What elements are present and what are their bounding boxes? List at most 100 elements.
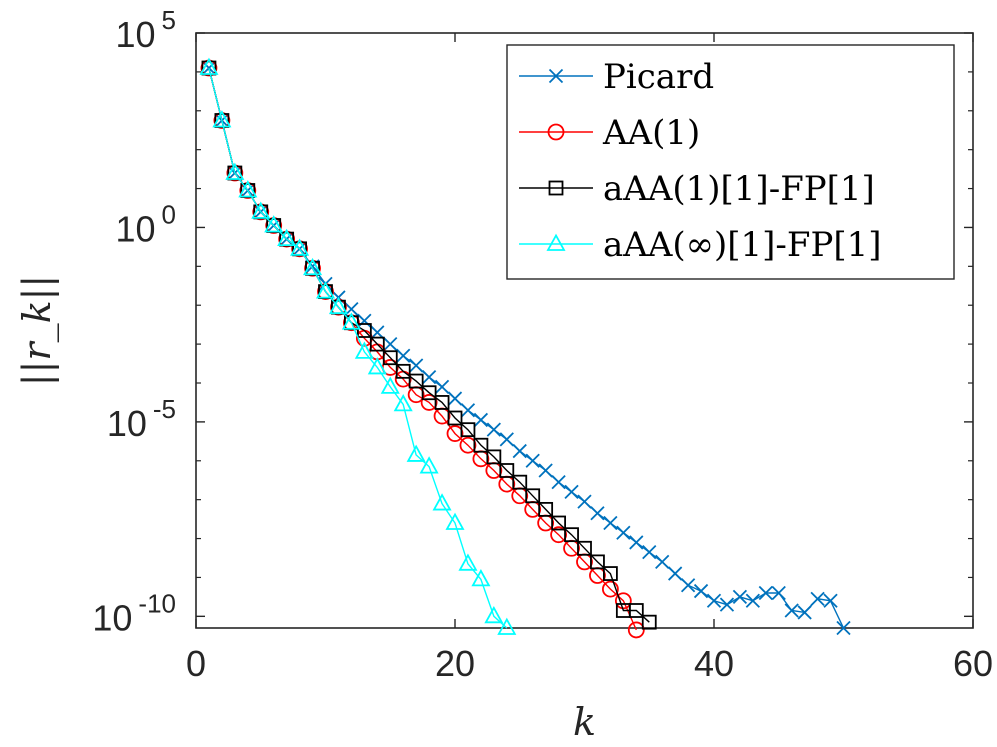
data-point	[745, 593, 760, 608]
data-point	[225, 162, 245, 180]
data-point	[434, 395, 450, 410]
data-point	[473, 412, 489, 428]
data-point	[383, 336, 398, 352]
data-point	[603, 566, 618, 581]
legend-box	[506, 44, 955, 280]
data-point	[602, 580, 619, 598]
y-tick-label: 10 0	[115, 199, 176, 249]
data-point	[277, 228, 297, 247]
y-tick-label: 10 -5	[107, 394, 176, 444]
data-point	[458, 553, 478, 571]
axis-ticks	[195, 32, 974, 628]
legend-label: aAA(∞)[1]-FP[1]	[603, 225, 882, 265]
data-point	[369, 336, 385, 352]
data-point	[538, 463, 553, 478]
data-point	[486, 422, 501, 437]
data-point	[396, 348, 411, 363]
data-point	[680, 578, 696, 593]
data-point	[486, 449, 502, 465]
data-point	[367, 357, 387, 375]
data-point	[382, 350, 398, 366]
legend-marker	[548, 180, 564, 196]
series-3	[199, 57, 517, 635]
data-point	[512, 443, 527, 459]
legend-label: Picard	[603, 57, 714, 97]
data-point	[484, 605, 504, 624]
series-layer	[199, 57, 851, 639]
data-point	[836, 620, 851, 636]
data-point	[238, 180, 258, 198]
data-point	[590, 506, 605, 521]
data-point	[447, 410, 463, 426]
legend-label: AA(1)	[602, 113, 700, 153]
data-point	[460, 422, 476, 438]
legend: Picard AA(1) aAA(1)[1]-FP[1] aAA(∞)[1]-FP[1…	[506, 44, 955, 280]
y-tick-label: 10 5	[115, 5, 176, 55]
data-point	[628, 603, 644, 618]
data-point	[434, 379, 450, 395]
data-point	[550, 526, 567, 544]
data-point	[395, 363, 411, 379]
data-point	[421, 385, 437, 401]
data-point	[719, 597, 735, 612]
data-point	[538, 501, 554, 517]
data-point	[525, 488, 541, 504]
data-point	[499, 463, 515, 478]
series-2	[201, 60, 657, 630]
data-point	[497, 617, 517, 635]
data-point	[393, 394, 413, 412]
x-axis-label: k	[573, 700, 596, 744]
legend-marker	[546, 233, 566, 251]
data-point	[797, 605, 812, 620]
data-point	[627, 621, 645, 639]
data-point	[577, 494, 592, 509]
data-point	[564, 484, 579, 500]
data-point	[499, 432, 514, 447]
data-point	[421, 370, 437, 385]
data-point	[420, 394, 438, 411]
x-tick-label: 60	[953, 643, 993, 684]
data-point	[447, 391, 463, 406]
data-point	[629, 535, 644, 550]
data-point	[445, 512, 465, 530]
data-point	[732, 589, 748, 605]
series-0	[201, 60, 851, 636]
data-point	[641, 614, 657, 630]
data-point	[655, 554, 670, 570]
data-point	[810, 591, 825, 606]
data-point	[473, 437, 489, 453]
data-point	[303, 257, 323, 276]
data-point	[408, 373, 424, 389]
data-point	[471, 569, 491, 587]
y-tick-label: 10 -10	[92, 588, 176, 638]
data-point	[642, 545, 657, 560]
data-point	[564, 527, 579, 543]
x-tick-label: 0	[186, 643, 206, 684]
legend-marker	[548, 68, 564, 84]
legend-entry: AA(1)	[519, 113, 700, 153]
data-point	[577, 540, 592, 556]
data-point	[525, 453, 540, 468]
data-point	[590, 554, 605, 570]
data-point	[212, 110, 232, 128]
data-point	[419, 456, 439, 474]
legend-entry: aAA(∞)[1]-FP[1]	[519, 225, 882, 265]
legend-label: aAA(1)[1]-FP[1]	[603, 169, 875, 209]
data-point	[460, 403, 476, 418]
y-axis-label: ||r_k||	[15, 275, 60, 386]
data-point	[328, 296, 348, 315]
data-point	[341, 312, 361, 330]
data-point	[409, 358, 424, 373]
data-point	[251, 201, 271, 219]
data-point	[784, 603, 799, 618]
data-point	[616, 525, 631, 540]
data-point	[551, 515, 566, 531]
data-point	[354, 341, 374, 359]
legend-entry: aAA(1)[1]-FP[1]	[519, 169, 875, 209]
data-point	[357, 313, 372, 328]
data-point	[380, 376, 400, 394]
data-point	[290, 238, 310, 256]
data-point	[693, 583, 709, 599]
data-point	[603, 515, 618, 531]
